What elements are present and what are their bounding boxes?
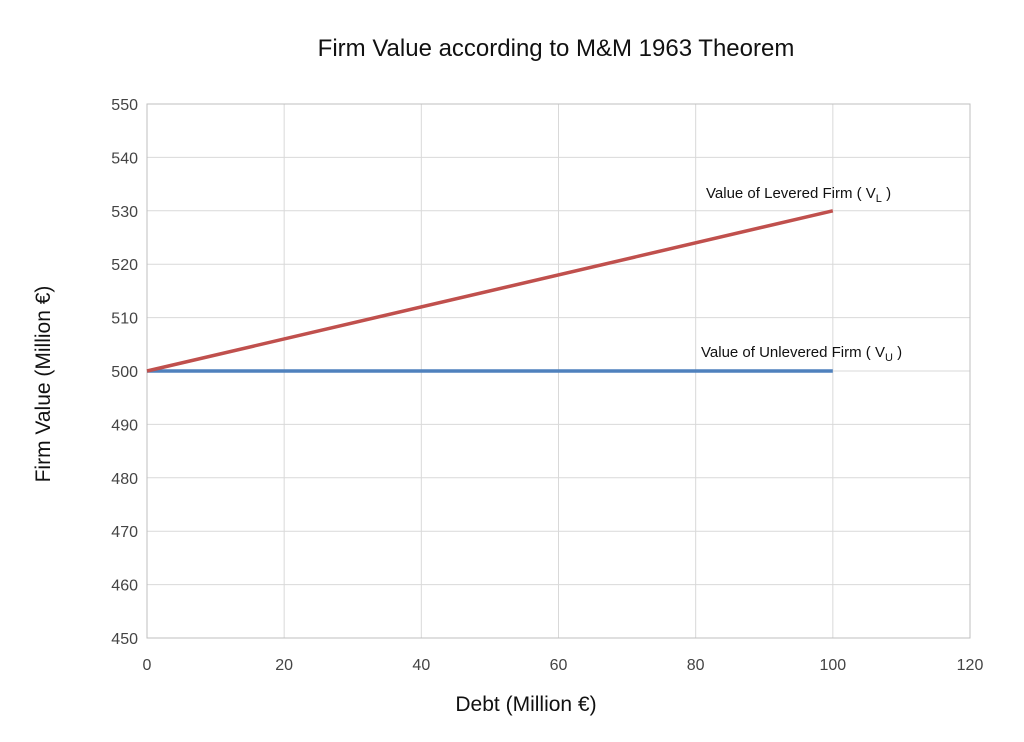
x-tick-label: 20 <box>275 657 293 674</box>
y-tick-label: 520 <box>111 257 138 274</box>
x-tick-label: 80 <box>687 657 705 674</box>
y-axis-title: Firm Value (Million €) <box>32 286 55 483</box>
y-tick-label: 510 <box>111 311 138 328</box>
y-tick-label: 460 <box>111 578 138 595</box>
x-tick-label: 40 <box>412 657 430 674</box>
x-tick-label: 100 <box>819 657 846 674</box>
tick-labels: 450 460 470 480 490 500 510 520 530 540 550 0 20 40 60… <box>111 97 983 674</box>
y-tick-label: 530 <box>111 204 138 221</box>
y-tick-label: 500 <box>111 364 138 381</box>
y-tick-label: 470 <box>111 524 138 541</box>
unlevered-firm-label: Value of Unlevered Firm ( VU ) <box>701 344 902 364</box>
x-tick-label: 0 <box>143 657 152 674</box>
y-tick-label: 540 <box>111 150 138 167</box>
x-axis-title: Debt (Million €) <box>455 693 596 716</box>
levered-firm-line <box>146 209 834 373</box>
x-tick-label: 120 <box>957 657 984 674</box>
y-tick-label: 480 <box>111 471 138 488</box>
series-layer <box>146 209 834 373</box>
y-tick-label: 550 <box>111 97 138 114</box>
x-tick-label: 60 <box>550 657 568 674</box>
chart-title: Firm Value according to M&M 1963 Theorem <box>318 35 795 62</box>
y-tick-label: 450 <box>111 631 138 648</box>
y-tick-label: 490 <box>111 417 138 434</box>
levered-firm-label: Value of Levered Firm ( VL ) <box>706 185 891 205</box>
